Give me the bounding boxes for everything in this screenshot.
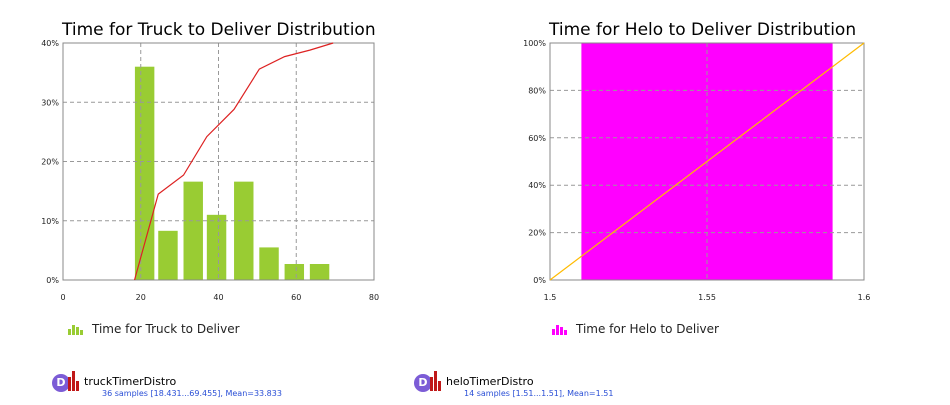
- x-tick-label: 80: [369, 293, 379, 302]
- helo-distribution-chart: 0% 20% 40% 60% 80% 100% 1.5 1.55 1.6: [523, 39, 871, 302]
- dataset-name[interactable]: truckTimerDistro: [84, 375, 177, 388]
- y-tick-label: 100%: [523, 39, 546, 48]
- chart-legend: Time for Helo to Deliver: [552, 322, 719, 336]
- x-tick-label: 1.5: [544, 293, 557, 302]
- y-tick-label: 0%: [533, 276, 546, 285]
- legend-label: Time for Helo to Deliver: [576, 322, 719, 336]
- dataset-stats: 36 samples [18.431...69.455], Mean=33.83…: [102, 389, 282, 398]
- y-tick-label: 80%: [528, 86, 546, 95]
- histogram-legend-icon: [552, 323, 568, 335]
- chart-title: Time for Helo to Deliver Distribution: [549, 20, 857, 40]
- dataset-stats: 14 samples [1.51...1.51], Mean=1.51: [464, 389, 614, 398]
- dataset-name[interactable]: heloTimerDistro: [446, 375, 534, 388]
- plot-border: [62, 42, 375, 281]
- bar-6: [284, 264, 305, 280]
- y-tick-label: 20%: [41, 158, 59, 167]
- dataset-info: D heloTimerDistro 14 samples [1.51...1.5…: [414, 370, 613, 399]
- dataset-icon: D: [414, 370, 444, 394]
- truck-distribution-chart: 0% 10% 20% 30% 40% 0 20 40 60 80: [41, 39, 379, 302]
- plot-border: [549, 42, 865, 281]
- y-tick-label: 0%: [46, 276, 59, 285]
- legend-label: Time for Truck to Deliver: [92, 322, 240, 336]
- dataset-icon: D: [52, 370, 82, 394]
- histogram-legend-icon: [68, 323, 84, 335]
- cumulative-line: [549, 42, 865, 281]
- dataset-info: D truckTimerDistro 36 samples [18.431...…: [52, 370, 282, 399]
- x-tick-label: 0: [60, 293, 65, 302]
- helo-chart-panel: Time for Helo to Deliver Distribution 0%…: [414, 0, 950, 405]
- bar-3: [206, 214, 227, 280]
- bar-1: [158, 230, 178, 280]
- bar-5: [259, 247, 279, 280]
- y-tick-label: 40%: [528, 181, 546, 190]
- y-tick-label: 10%: [41, 217, 59, 226]
- bar-2: [183, 181, 203, 280]
- bar-0: [134, 66, 155, 280]
- x-tick-label: 20: [136, 293, 146, 302]
- bar-4: [234, 181, 254, 280]
- y-tick-label: 20%: [528, 229, 546, 238]
- bar-7: [309, 264, 330, 280]
- x-tick-label: 1.55: [698, 293, 716, 302]
- x-tick-label: 40: [213, 293, 223, 302]
- y-tick-label: 40%: [41, 39, 59, 48]
- cumulative-line: [133, 42, 334, 281]
- chart-legend: Time for Truck to Deliver: [68, 322, 240, 336]
- truck-chart-panel: Time for Truck to Deliver Distribution 0…: [41, 20, 379, 399]
- y-tick-label: 60%: [528, 134, 546, 143]
- x-tick-label: 1.6: [858, 293, 871, 302]
- chart-title: Time for Truck to Deliver Distribution: [62, 20, 376, 40]
- x-tick-label: 60: [291, 293, 301, 302]
- y-tick-label: 30%: [41, 98, 59, 107]
